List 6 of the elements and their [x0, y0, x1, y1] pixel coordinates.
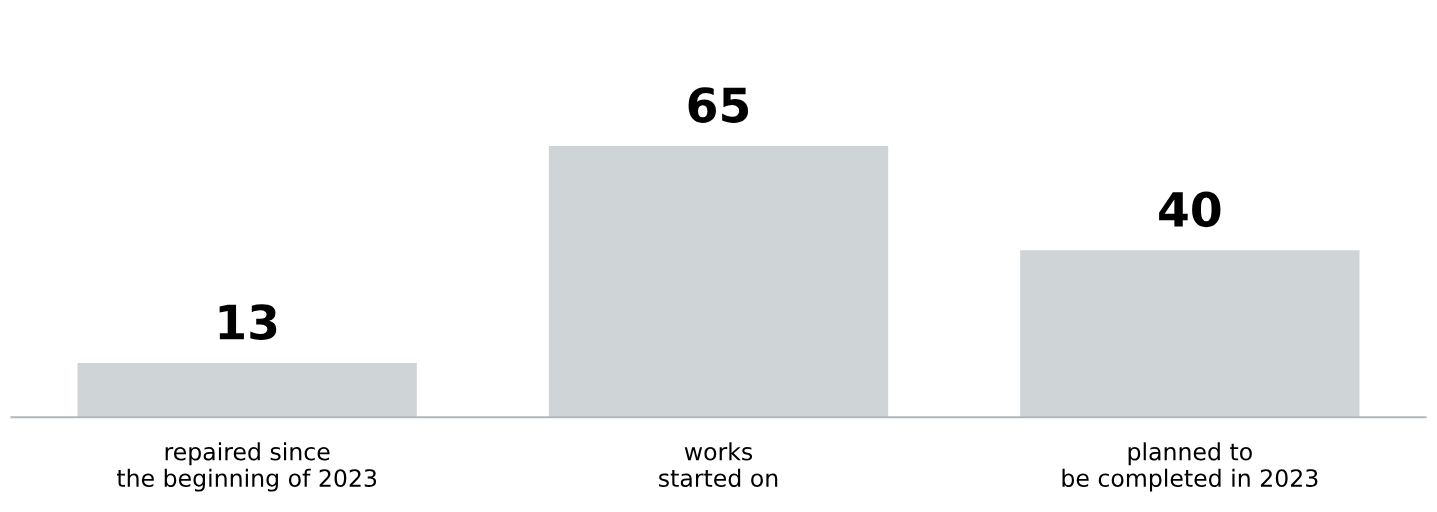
data-label: 65 — [688, 87, 749, 123]
data-label: 13 — [219, 304, 277, 340]
x-tick-label: repaired since the beginning of 2023 — [116, 442, 377, 492]
x-tick-label: works started on — [659, 442, 778, 487]
x-tick-label: planned to be completed in 2023 — [1062, 442, 1318, 492]
data-label: 40 — [1159, 191, 1221, 228]
